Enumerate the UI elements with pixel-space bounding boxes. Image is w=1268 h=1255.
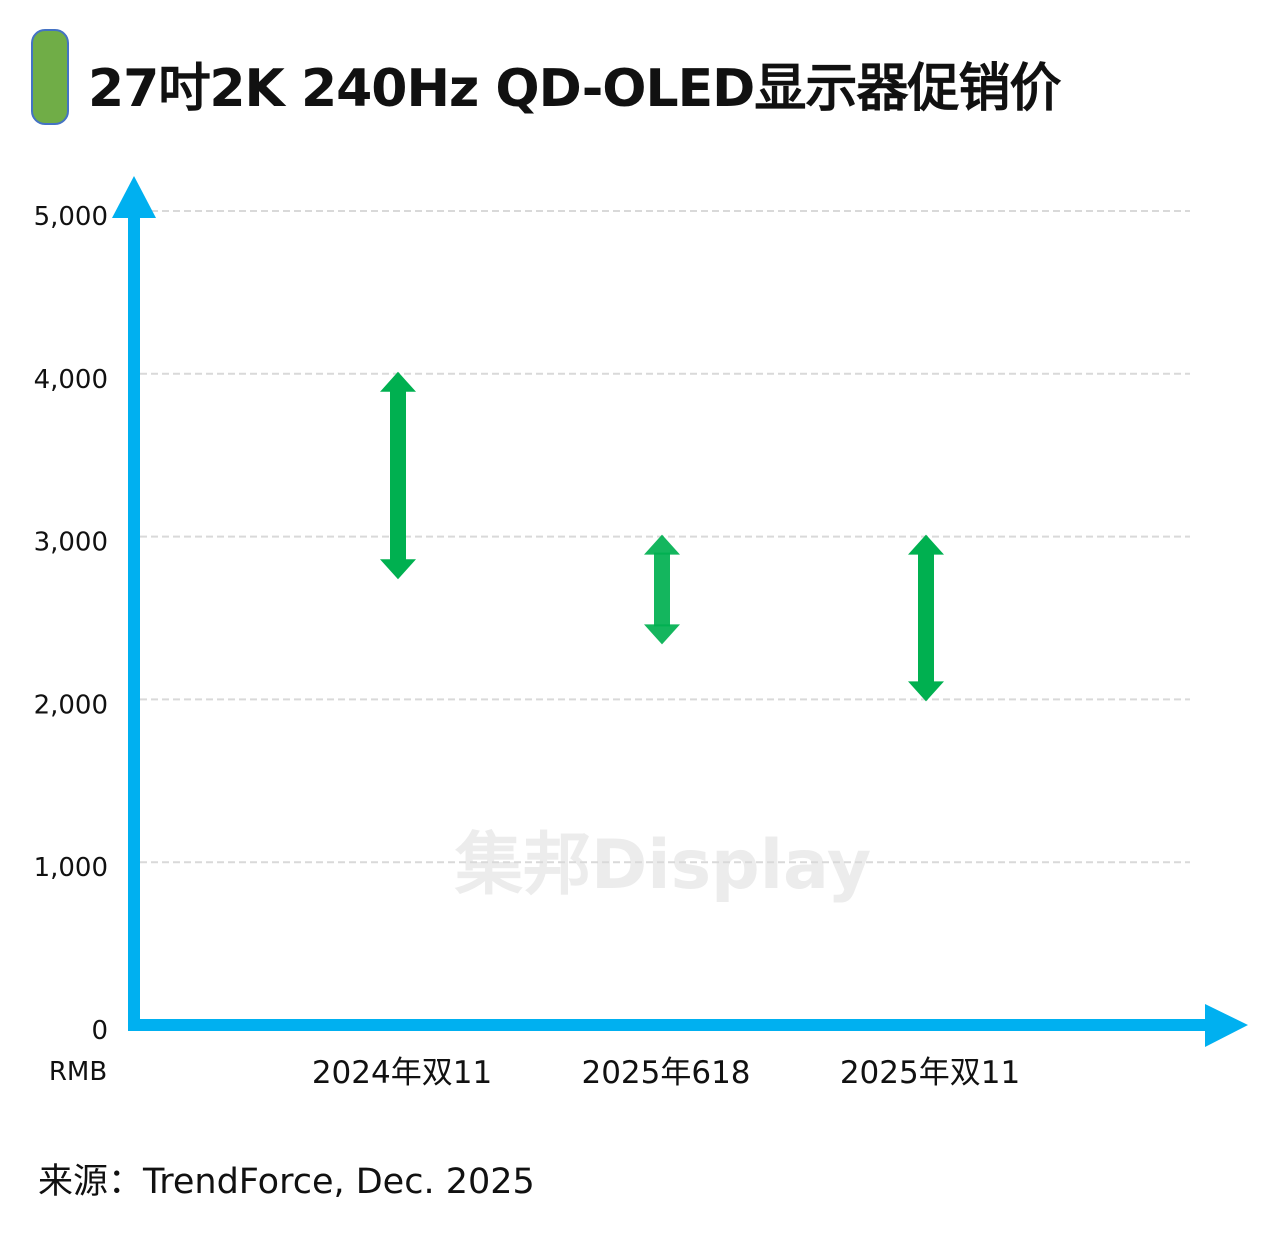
y-tick-label: 2,000 bbox=[34, 690, 108, 720]
range-arrow-low-head bbox=[380, 559, 416, 580]
x-tick-label: 2024年双11 bbox=[312, 1055, 492, 1091]
range-arrow-shaft bbox=[390, 389, 406, 562]
x-tick-label: 2025年双11 bbox=[840, 1055, 1020, 1091]
watermark: 集邦Display bbox=[454, 826, 871, 905]
y-tick-label: 5,000 bbox=[34, 202, 108, 232]
range-arrow-high-head bbox=[908, 534, 944, 555]
range-arrow-shaft bbox=[918, 552, 934, 684]
source-note: 来源：TrendForce, Dec. 2025 bbox=[38, 1162, 535, 1202]
range-arrow-shaft bbox=[654, 552, 670, 627]
y-tick-label: 1,000 bbox=[34, 853, 108, 883]
range-arrow-low-head bbox=[644, 624, 680, 645]
title-marker bbox=[31, 29, 69, 125]
y-tick-label: 4,000 bbox=[34, 365, 108, 395]
x-tick-label: 2025年618 bbox=[581, 1055, 750, 1091]
chart-title: 27吋2K 240Hz QD-OLED显示器促销价 bbox=[88, 59, 1061, 119]
y-tick-label: 0 bbox=[91, 1016, 108, 1046]
y-axis-unit: RMB bbox=[49, 1057, 107, 1087]
range-arrow-low-head bbox=[908, 681, 944, 702]
y-tick-label: 3,000 bbox=[34, 528, 108, 558]
range-arrow-high-head bbox=[644, 534, 680, 555]
y-axis-arrowhead bbox=[112, 176, 156, 218]
x-axis-arrowhead bbox=[1205, 1004, 1248, 1047]
range-arrow-high-head bbox=[380, 371, 416, 392]
